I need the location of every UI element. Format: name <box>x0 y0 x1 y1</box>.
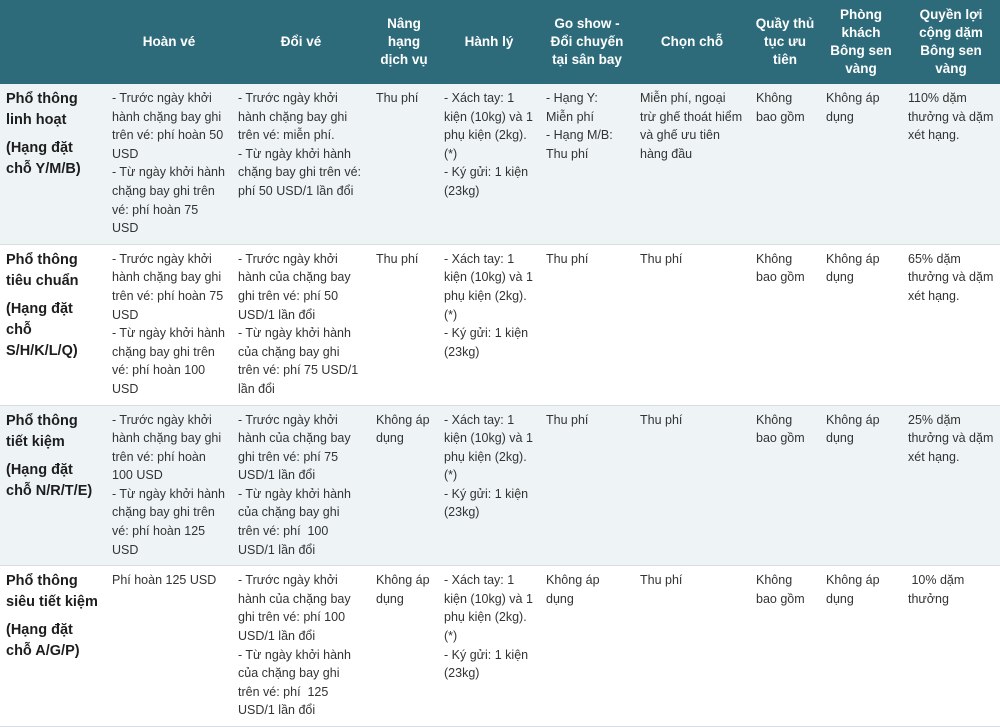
change-cell: - Trước ngày khởi hành của chặng bay ghi… <box>232 244 370 406</box>
table-row: Phổ thông linh hoạt (Hạng đặt chỗ Y/M/B)… <box>0 84 1000 245</box>
miles-cell: 10% dặm thưởng <box>902 565 1000 727</box>
seat-cell: Thu phí <box>634 405 750 567</box>
checkin-cell: Không bao gồm <box>750 84 820 245</box>
checkin-cell: Không bao gồm <box>750 405 820 567</box>
table-header-row: Hoàn vé Đổi vé Nâng hạng dịch vụ Hành lý… <box>0 0 1000 84</box>
refund-cell: - Trước ngày khởi hành chặng bay ghi trê… <box>106 244 232 406</box>
baggage-cell: - Xách tay: 1 kiện (10kg) và 1 phụ kiện … <box>438 244 540 406</box>
header-miles: Quyền lợi cộng dặm Bông sen vàng <box>902 0 1000 84</box>
fare-code: (Hạng đặt chỗ N/R/T/E) <box>6 461 93 499</box>
header-upgrade: Nâng hạng dịch vụ <box>370 0 438 84</box>
header-fare <box>0 0 106 84</box>
table-row: Phổ thông tiết kiệm (Hạng đặt chỗ N/R/T/… <box>0 405 1000 567</box>
header-lounge: Phòng khách Bông sen vàng <box>820 0 902 84</box>
change-cell: - Trước ngày khởi hành của chặng bay ghi… <box>232 565 370 727</box>
baggage-cell: - Xách tay: 1 kiện (10kg) và 1 phụ kiện … <box>438 405 540 567</box>
goshow-cell: Không áp dụng <box>540 565 634 727</box>
upgrade-cell: Thu phí <box>370 84 438 245</box>
fare-name: Phổ thông siêu tiết kiệm <box>6 573 98 611</box>
seat-cell: Thu phí <box>634 565 750 727</box>
change-cell: - Trước ngày khởi hành chặng bay ghi trê… <box>232 84 370 245</box>
lounge-cell: Không áp dụng <box>820 405 902 567</box>
baggage-cell: - Xách tay: 1 kiện (10kg) và 1 phụ kiện … <box>438 84 540 245</box>
fare-name: Phổ thông tiêu chuẩn <box>6 251 79 289</box>
fare-code: (Hạng đặt chỗ S/H/K/L/Q) <box>6 300 78 359</box>
upgrade-cell: Thu phí <box>370 244 438 406</box>
miles-cell: 110% dặm thưởng và dặm xét hạng. <box>902 84 1000 245</box>
baggage-cell: - Xách tay: 1 kiện (10kg) và 1 phụ kiện … <box>438 565 540 727</box>
fare-code: (Hạng đặt chỗ A/G/P) <box>6 622 80 660</box>
fare-name: Phổ thông linh hoạt <box>6 91 78 128</box>
miles-cell: 65% dặm thưởng và dặm xét hạng. <box>902 244 1000 406</box>
upgrade-cell: Không áp dụng <box>370 405 438 567</box>
fare-code: (Hạng đặt chỗ Y/M/B) <box>6 140 81 177</box>
change-cell: - Trước ngày khởi hành của chặng bay ghi… <box>232 405 370 567</box>
table-row: Phổ thông siêu tiết kiệm (Hạng đặt chỗ A… <box>0 565 1000 727</box>
fare-name: Phổ thông tiết kiệm <box>6 412 78 450</box>
refund-cell: - Trước ngày khởi hành chặng bay ghi trê… <box>106 405 232 567</box>
header-checkin: Quầy thủ tục ưu tiên <box>750 0 820 84</box>
seat-cell: Miễn phí, ngoại trừ ghế thoát hiểm và gh… <box>634 84 750 245</box>
header-baggage: Hành lý <box>438 0 540 84</box>
checkin-cell: Không bao gồm <box>750 244 820 406</box>
fare-cell: Phổ thông linh hoạt (Hạng đặt chỗ Y/M/B) <box>0 84 106 245</box>
goshow-cell: - Hạng Y: Miễn phí - Hạng M/B: Thu phí <box>540 84 634 245</box>
header-goshow: Go show - Đổi chuyến tại sân bay <box>540 0 634 84</box>
refund-cell: Phí hoàn 125 USD <box>106 565 232 727</box>
header-refund: Hoàn vé <box>106 0 232 84</box>
upgrade-cell: Không áp dụng <box>370 565 438 727</box>
header-change: Đổi vé <box>232 0 370 84</box>
lounge-cell: Không áp dụng <box>820 565 902 727</box>
fare-cell: Phổ thông siêu tiết kiệm (Hạng đặt chỗ A… <box>0 565 106 727</box>
miles-cell: 25% dặm thưởng và dặm xét hạng. <box>902 405 1000 567</box>
checkin-cell: Không bao gồm <box>750 565 820 727</box>
seat-cell: Thu phí <box>634 244 750 406</box>
lounge-cell: Không áp dụng <box>820 84 902 245</box>
header-seat: Chọn chỗ <box>634 0 750 84</box>
refund-cell: - Trước ngày khởi hành chặng bay ghi trê… <box>106 84 232 245</box>
goshow-cell: Thu phí <box>540 244 634 406</box>
fare-cell: Phổ thông tiết kiệm (Hạng đặt chỗ N/R/T/… <box>0 405 106 567</box>
table-row: Phổ thông tiêu chuẩn (Hạng đặt chỗ S/H/K… <box>0 244 1000 406</box>
lounge-cell: Không áp dụng <box>820 244 902 406</box>
goshow-cell: Thu phí <box>540 405 634 567</box>
fare-cell: Phổ thông tiêu chuẩn (Hạng đặt chỗ S/H/K… <box>0 244 106 406</box>
